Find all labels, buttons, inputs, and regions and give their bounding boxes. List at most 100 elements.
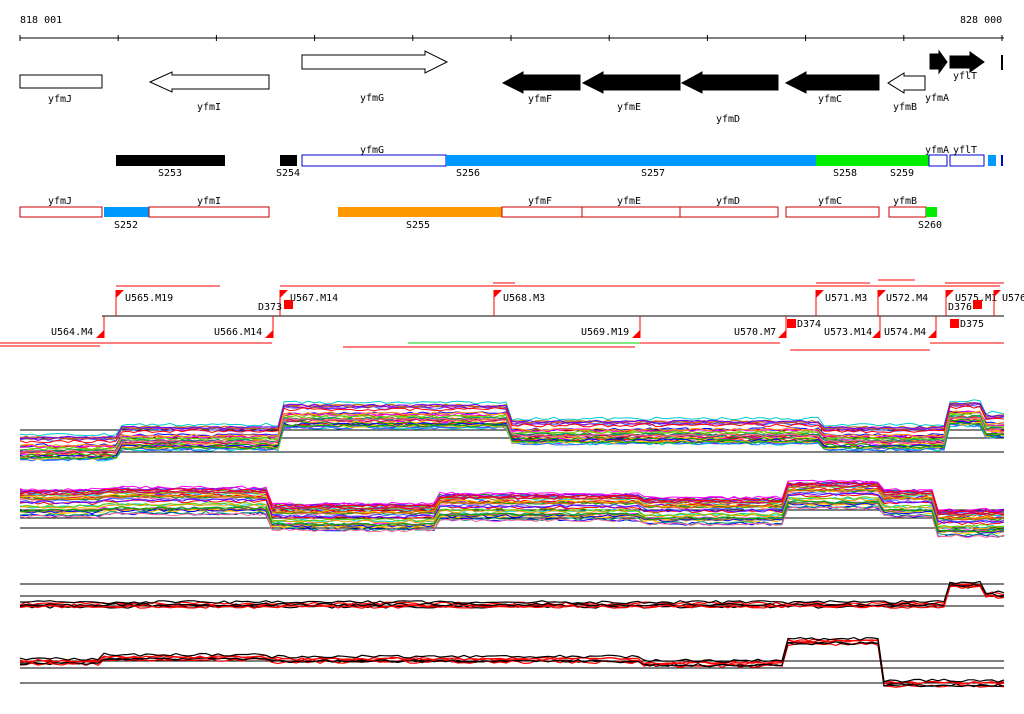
expression-trace xyxy=(19,496,1004,528)
expression-trace xyxy=(19,502,1005,534)
feature-u564[interactable]: U564.M4 xyxy=(51,316,105,338)
expression-trace xyxy=(20,492,1005,524)
upper-label-yflt: yflT xyxy=(953,145,977,156)
segment-yfmb-outline[interactable] xyxy=(888,206,927,218)
gene-label-yfmf: yfmF xyxy=(528,94,552,105)
lower-label-yfme: yfmE xyxy=(617,196,641,207)
segment-label-s257: S257 xyxy=(641,168,665,179)
feature-label-u568: U568.M3 xyxy=(503,293,545,304)
segment-yfme-outline[interactable] xyxy=(581,206,681,218)
expression-trace xyxy=(19,417,1005,454)
coordinate-ruler: 818 001 828 000 xyxy=(19,15,1004,41)
deletion-label-d375: D375 xyxy=(960,319,984,330)
feature-label-u564: U564.M4 xyxy=(51,327,93,338)
feature-u575[interactable]: U575.M1 xyxy=(945,290,997,316)
feature-label-u566: U566.M14 xyxy=(214,327,262,338)
segment-edge-blue[interactable] xyxy=(988,155,996,166)
deletion-label-d373: D373 xyxy=(258,302,282,313)
feature-u571[interactable]: U571.M3 xyxy=(815,290,867,316)
gene-yfmg-arrow[interactable] xyxy=(301,50,449,74)
feature-u566[interactable]: U566.M14 xyxy=(214,316,274,338)
feature-u574[interactable]: U574.M4 xyxy=(884,316,937,338)
segment-s256-s257[interactable] xyxy=(446,155,816,166)
expression-trace xyxy=(19,583,1005,608)
expression-trace xyxy=(19,421,1005,460)
gene-yfma-arrow[interactable] xyxy=(929,49,948,75)
segment-label-s253: S253 xyxy=(158,168,182,179)
gene-yfmj-box[interactable] xyxy=(19,74,103,89)
expression-summary-minus-strand xyxy=(19,636,1005,688)
expression-trace xyxy=(19,410,1005,448)
expression-trace xyxy=(19,638,1005,685)
segment-yfmd-outline[interactable] xyxy=(679,206,779,218)
feature-u573[interactable]: U573.M14 xyxy=(824,316,881,338)
feature-u565[interactable]: U565.M19 xyxy=(115,290,173,316)
feature-u568[interactable]: U568.M3 xyxy=(493,290,545,316)
gene-label-yfmc: yfmC xyxy=(818,94,842,105)
deletion-d373[interactable]: D373 xyxy=(258,300,293,313)
segment-yflt-outline[interactable] xyxy=(949,154,985,167)
gene-label-yfma: yfmA xyxy=(925,93,949,104)
gene-yfmb-arrow[interactable] xyxy=(887,72,926,94)
feature-label-u574: U574.M4 xyxy=(884,327,926,338)
feature-u572[interactable]: U572.M4 xyxy=(877,290,928,316)
feature-u570[interactable]: U570.M7 xyxy=(734,316,787,338)
segment-track-upper: S253 S254 yfmG S256 S257 S258 S259 yfmA … xyxy=(116,145,1003,179)
feature-u567[interactable]: U567.M14 xyxy=(279,290,338,316)
segment-s252[interactable] xyxy=(104,207,149,217)
segment-s253[interactable] xyxy=(116,155,225,166)
expression-trace xyxy=(19,638,1005,686)
feature-label-u575: U575.M1 xyxy=(955,293,997,304)
segment-yfmf-outline[interactable] xyxy=(501,206,583,218)
segment-label-s258: S258 xyxy=(833,168,857,179)
feature-u576[interactable]: U576 xyxy=(993,290,1024,316)
expression-trace xyxy=(19,487,1005,520)
segment-track-lower: yfmJ S252 yfmI S255 yfmF yfmE yfmD yfmC … xyxy=(19,196,942,231)
deletion-label-d376: D376 xyxy=(948,302,972,313)
expression-trace xyxy=(19,636,1005,683)
lower-label-yfmd: yfmD xyxy=(716,196,740,207)
gene-yfmd-arrow[interactable] xyxy=(680,71,779,94)
expression-trace xyxy=(19,479,1005,512)
lower-label-yfmc: yfmC xyxy=(818,196,842,207)
feature-label-u567: U567.M14 xyxy=(290,293,338,304)
expression-trace xyxy=(19,580,1005,605)
segment-s260[interactable] xyxy=(926,207,937,217)
feature-label-u570: U570.M7 xyxy=(734,327,776,338)
deletion-label-d374: D374 xyxy=(797,319,821,330)
segment-yfmi-outline[interactable] xyxy=(148,206,270,218)
expression-profile-plus-strand xyxy=(19,399,1005,462)
gene-yflt-arrow[interactable] xyxy=(949,51,985,73)
gene-yfmc-arrow[interactable] xyxy=(784,71,880,94)
expression-trace xyxy=(19,642,1005,688)
segment-label-s252: S252 xyxy=(114,220,138,231)
expression-trace xyxy=(19,584,1004,607)
deletion-d374[interactable]: D374 xyxy=(787,319,821,330)
segment-yfma-outline[interactable] xyxy=(928,154,948,167)
segment-s258-s259[interactable] xyxy=(816,155,929,166)
gene-yfmi-arrow[interactable] xyxy=(148,71,270,93)
segment-yfmj-outline[interactable] xyxy=(19,206,103,218)
expression-trace xyxy=(19,414,1005,453)
segment-yfmg-outline[interactable] xyxy=(301,154,447,167)
feature-label-u565: U565.M19 xyxy=(125,293,173,304)
segment-s255[interactable] xyxy=(338,207,502,217)
gene-yfmf-arrow[interactable] xyxy=(501,71,581,94)
segment-s254[interactable] xyxy=(280,155,297,166)
deletion-d375[interactable]: D375 xyxy=(950,319,984,330)
gene-yfme-arrow[interactable] xyxy=(581,71,681,94)
lower-label-yfmi: yfmI xyxy=(197,196,221,207)
deletion-d376[interactable]: D376 xyxy=(948,300,982,313)
segment-yfmc-outline[interactable] xyxy=(785,206,880,218)
lower-label-yfmb: yfmB xyxy=(893,196,917,207)
segment-label-s259: S259 xyxy=(890,168,914,179)
expression-trace xyxy=(19,405,1005,444)
feature-u569[interactable]: U569.M19 xyxy=(581,316,641,338)
ruler-ticks xyxy=(19,35,1003,41)
expression-trace xyxy=(19,500,1005,533)
feature-coverage-lines xyxy=(0,279,1004,351)
lower-label-yfmj: yfmJ xyxy=(48,196,72,207)
gene-label-yflt: yflT xyxy=(953,71,977,82)
